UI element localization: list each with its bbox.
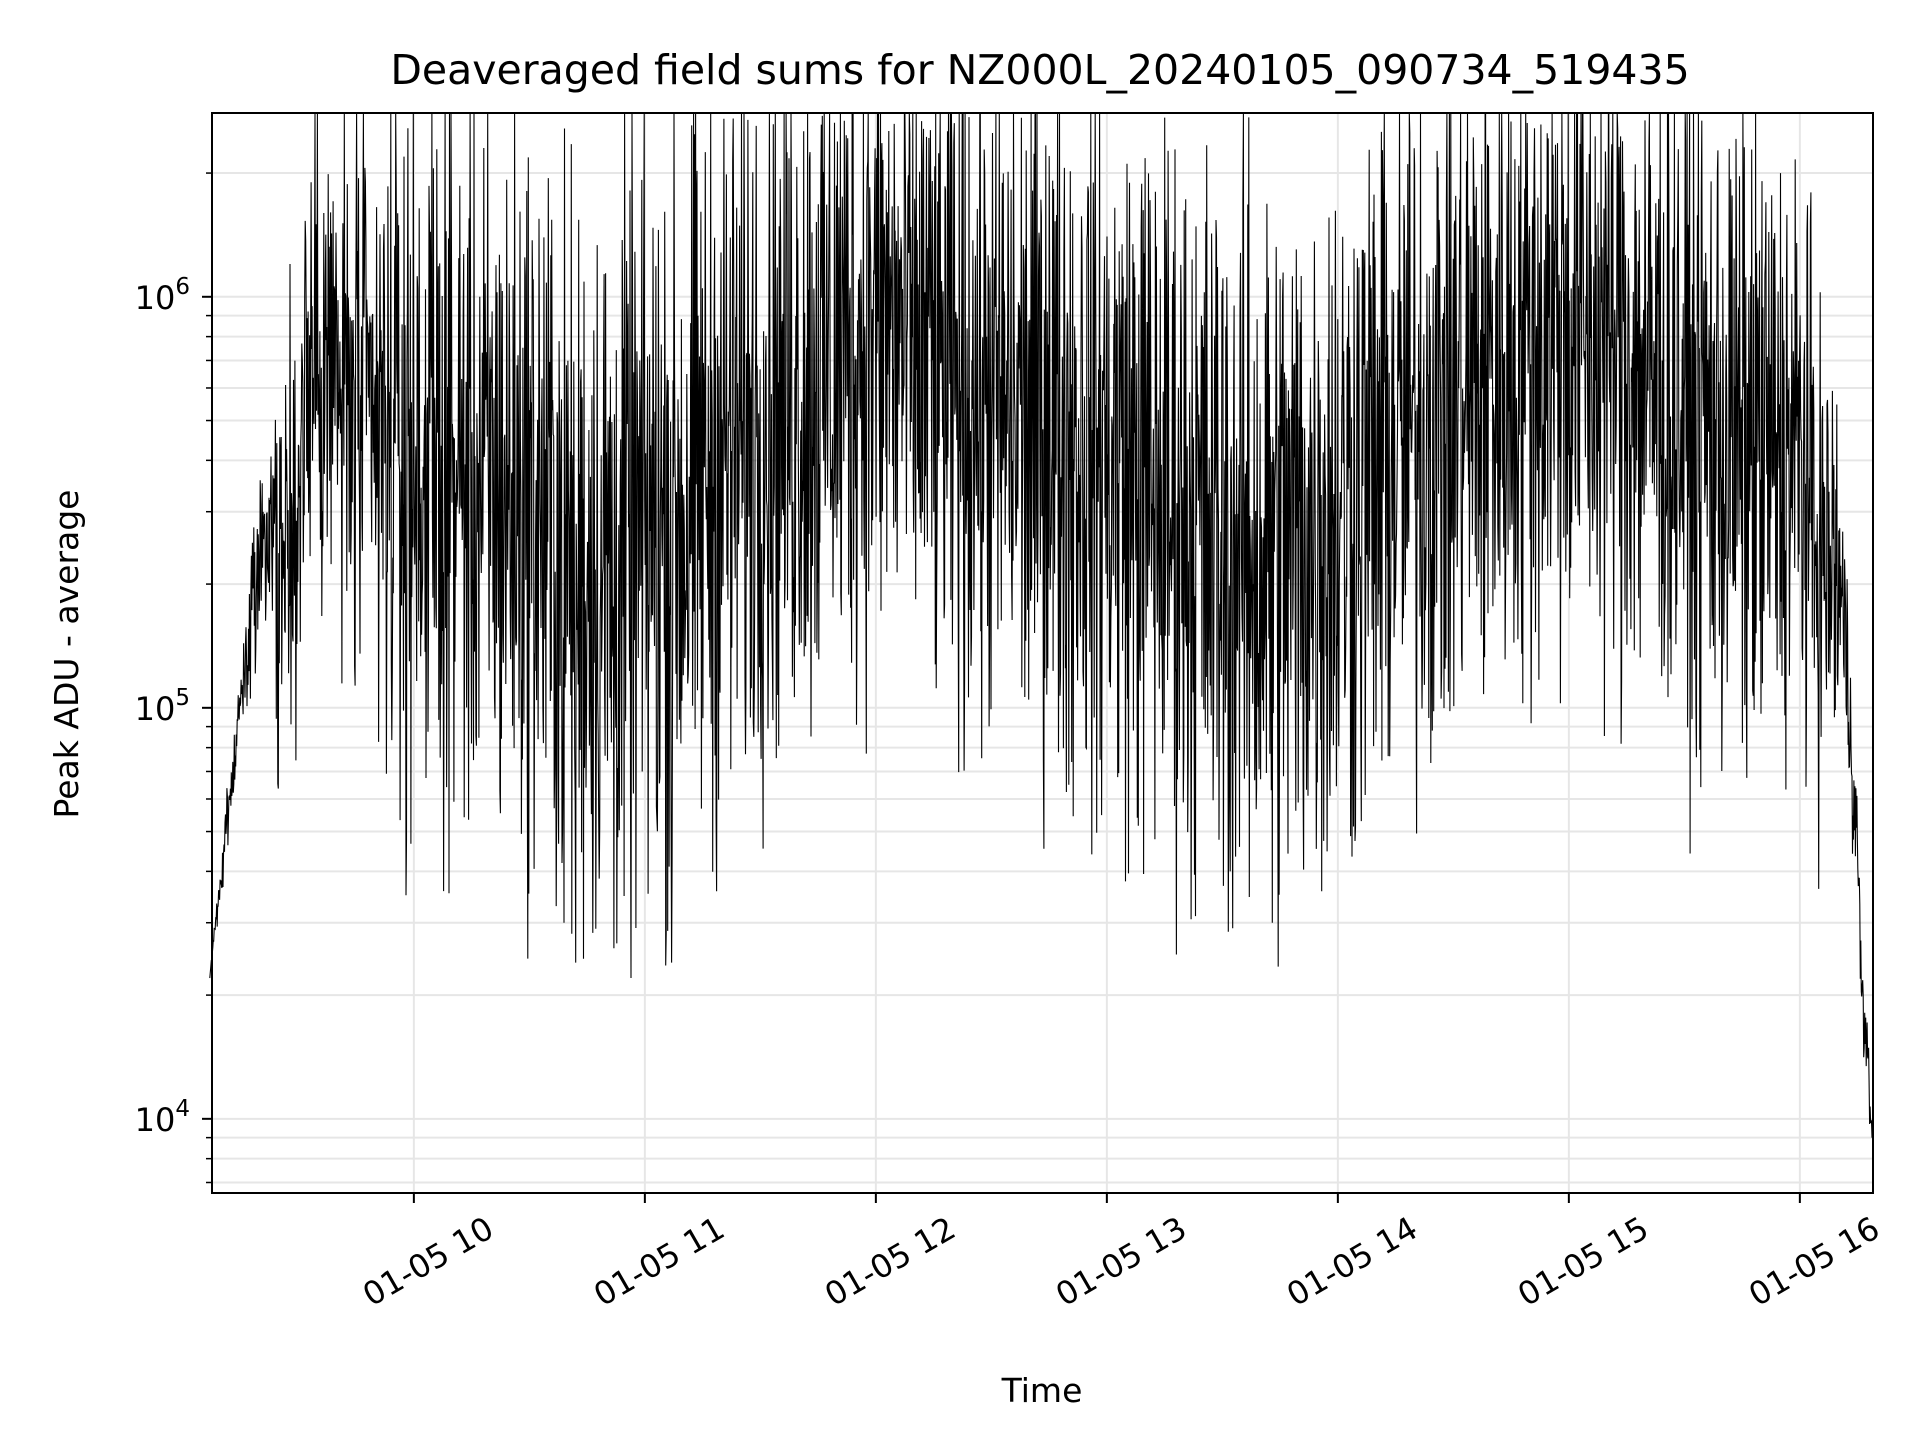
plot-area	[209, 112, 1874, 1158]
y-tick-exponent: 6	[175, 274, 190, 300]
plot-frame	[211, 112, 1874, 1194]
x-axis-label: Time	[1001, 1371, 1083, 1410]
y-tick-label: 104	[135, 1096, 190, 1139]
y-tick-label: 106	[135, 274, 190, 317]
y-tick-exponent: 4	[175, 1096, 190, 1122]
y-tick-base: 10	[135, 279, 176, 317]
y-tick-base: 10	[135, 1101, 176, 1139]
y-axis-label: Peak ADU - average	[47, 490, 86, 819]
y-tick-base: 10	[135, 690, 176, 728]
chart-title: Deaveraged field sums for NZ000L_2024010…	[390, 46, 1689, 94]
y-tick-exponent: 5	[175, 685, 190, 711]
y-tick-label: 105	[135, 685, 190, 728]
data-series-line	[209, 112, 1874, 1158]
